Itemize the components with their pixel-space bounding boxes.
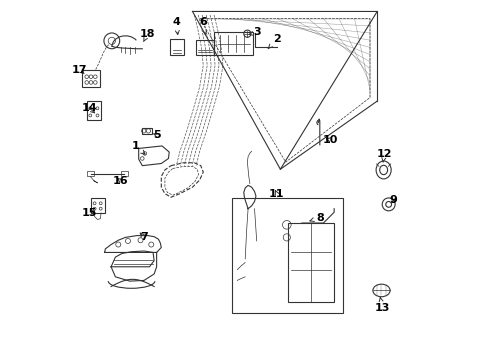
Bar: [86, 101, 101, 120]
Text: 14: 14: [81, 103, 97, 113]
Text: 8: 8: [309, 213, 323, 222]
Text: 11: 11: [268, 189, 284, 199]
Text: 5: 5: [153, 130, 160, 140]
Bar: [170, 39, 183, 55]
Text: 6: 6: [199, 17, 207, 35]
Bar: [82, 70, 100, 87]
Text: 12: 12: [376, 149, 391, 162]
Bar: [91, 198, 104, 213]
Text: 3: 3: [248, 27, 260, 37]
Bar: [86, 171, 94, 176]
Text: 16: 16: [113, 176, 128, 186]
Text: 4: 4: [172, 17, 180, 35]
Text: 17: 17: [72, 64, 87, 75]
Text: 15: 15: [81, 208, 97, 218]
Text: 2: 2: [267, 35, 280, 49]
Bar: [214, 32, 253, 55]
Bar: [142, 128, 152, 134]
Bar: [196, 40, 214, 55]
Text: 10: 10: [322, 135, 338, 145]
Bar: [287, 223, 333, 302]
Text: 9: 9: [388, 195, 396, 205]
Bar: [231, 198, 343, 313]
Text: 13: 13: [374, 297, 389, 314]
Text: 1: 1: [131, 141, 145, 154]
Text: 18: 18: [140, 29, 155, 41]
Text: 7: 7: [140, 232, 148, 242]
Bar: [121, 171, 128, 176]
